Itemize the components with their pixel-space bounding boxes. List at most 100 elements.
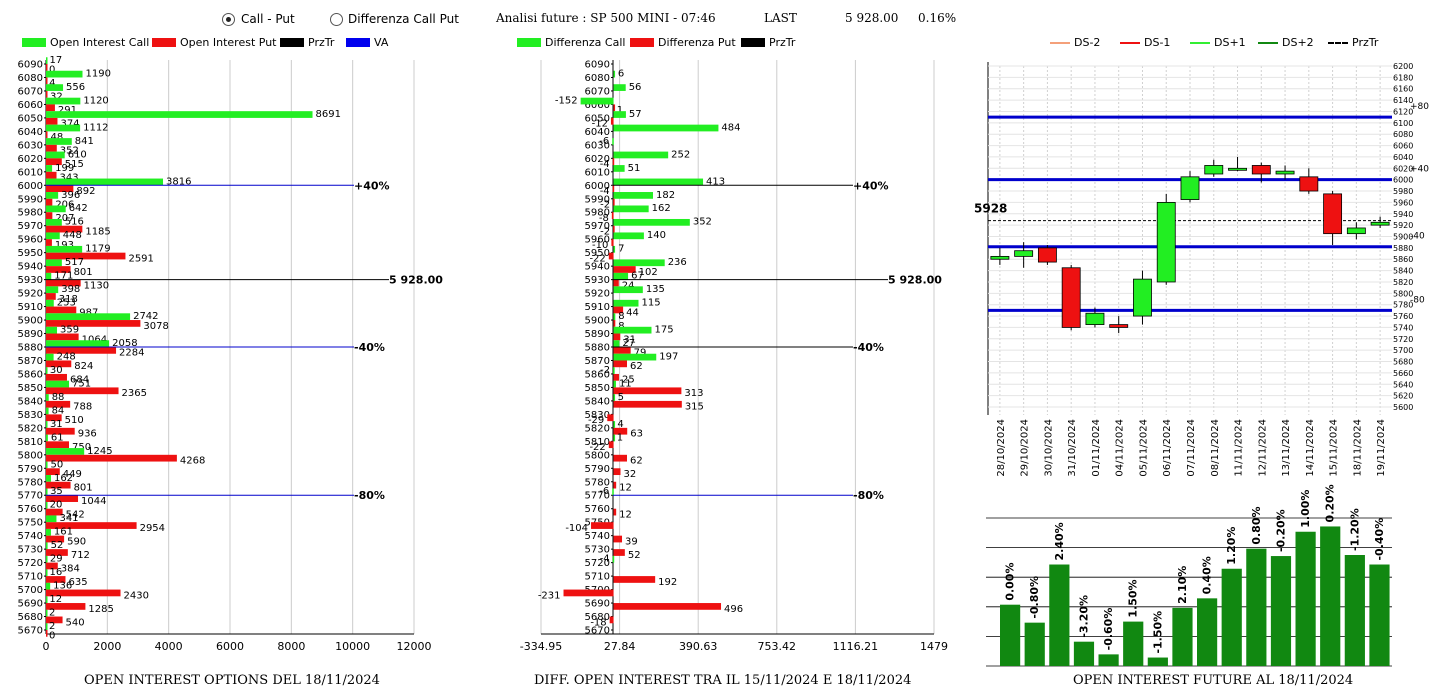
call-bar-label: 88: [52, 392, 65, 403]
radio-diff-label[interactable]: Differenza Call Put: [348, 12, 459, 26]
put-bar: [608, 441, 614, 449]
strike-label: 5970: [18, 221, 43, 232]
put-bar-label: -2: [600, 200, 610, 211]
call-bar-label: 17: [50, 55, 63, 66]
reference-line-label: -80%: [853, 489, 884, 502]
strike-label: 5870: [18, 356, 43, 367]
price-tick-label: 5660: [1393, 369, 1413, 378]
candle-body: [1275, 170, 1295, 175]
reference-line-label: +40%: [354, 179, 390, 192]
call-bar-label: 341: [59, 513, 78, 524]
strike-label: 5890: [585, 329, 610, 340]
strike-label: 5880: [18, 343, 43, 354]
call-bar-label: 236: [668, 257, 687, 268]
put-bar: [46, 347, 117, 354]
oi-future-bar: [1024, 622, 1045, 666]
oi-future-bar: [1098, 654, 1119, 666]
call-bar-label: 2: [49, 621, 55, 632]
oi-future-bar-label: 0.40%: [1201, 556, 1214, 594]
call-bar-label: 448: [63, 230, 82, 241]
put-bar-label: 1: [617, 105, 623, 116]
put-bar: [613, 373, 619, 381]
legend-label: PrzTr: [769, 36, 796, 49]
candle-body: [1204, 165, 1224, 175]
put-bar: [46, 144, 57, 152]
price-tick-label: 5860: [1393, 255, 1413, 264]
legend-label: DS+2: [1282, 36, 1314, 49]
put-bar: [46, 293, 56, 300]
put-bar-label: 1285: [88, 604, 113, 615]
legend-item: DS-2: [1050, 36, 1100, 49]
put-bar-label: -10: [592, 240, 608, 251]
put-bar: [613, 225, 615, 233]
put-bar: [612, 158, 615, 166]
strike-label: 6030: [18, 140, 43, 151]
radio-call-put-label[interactable]: Call - Put: [241, 12, 295, 26]
price-tick-label: 6140: [1393, 96, 1413, 105]
strike-label: 5820: [18, 423, 43, 434]
put-bar: [609, 616, 614, 624]
call-bar: [46, 111, 313, 118]
strike-label: 6040: [585, 127, 610, 138]
radio-diff[interactable]: [330, 13, 343, 26]
call-bar: [613, 245, 616, 253]
put-bar-label: 1064: [82, 334, 107, 345]
oi-future-bar-label: -0.60%: [1102, 608, 1115, 651]
put-bar: [611, 239, 614, 246]
price-tick-label: 6080: [1393, 130, 1413, 139]
radio-call-put[interactable]: [222, 13, 235, 26]
call-bar: [613, 313, 616, 321]
call-bar: [46, 313, 131, 321]
put-bar-label: 3078: [143, 321, 168, 332]
legend-item: PrzTr: [1328, 36, 1378, 49]
strike-label: 6030: [585, 140, 610, 151]
call-bar: [46, 515, 57, 523]
put-bar: [46, 212, 53, 219]
put-bar: [46, 616, 63, 624]
call-bar: [613, 259, 665, 267]
put-bar: [46, 64, 48, 71]
strike-label: 5760: [585, 504, 610, 515]
oi-future-bar: [1246, 548, 1267, 666]
call-bar: [46, 623, 48, 630]
date-tick-label: 31/10/2024: [1067, 419, 1078, 477]
oi-future-bar-label: -3.20%: [1077, 595, 1090, 638]
przTr-label: 5928: [974, 202, 1007, 216]
change-value: 0.16%: [918, 11, 957, 25]
call-bar-label: 642: [69, 203, 88, 214]
call-bar: [613, 232, 644, 240]
put-bar: [46, 400, 71, 408]
call-bar: [46, 232, 60, 240]
call-bar-label: -6: [599, 486, 609, 497]
put-bar: [613, 104, 616, 112]
strike-label: 5840: [585, 396, 610, 407]
put-bar: [613, 306, 624, 314]
strike-label: 5770: [585, 491, 610, 502]
strike-label: 5880: [585, 343, 610, 354]
call-bar-label: 396: [61, 190, 80, 201]
strike-label: 6080: [18, 73, 43, 84]
candle-body: [1109, 324, 1129, 328]
put-bar: [612, 185, 615, 193]
x-tick-label: 1116.21: [833, 640, 879, 653]
call-bar: [46, 70, 83, 78]
put-bar-label: 207: [55, 213, 74, 224]
legend-item: PrzTr: [280, 36, 334, 49]
oi-future-bar: [1344, 555, 1365, 666]
strike-label: 5850: [18, 383, 43, 394]
put-bar: [613, 454, 628, 462]
call-bar-label: 359: [60, 325, 79, 336]
legend-swatch: [741, 38, 765, 47]
put-bar: [46, 481, 71, 489]
put-bar-label: 515: [65, 159, 84, 170]
call-bar: [46, 582, 51, 590]
put-bar-label: 39: [625, 536, 638, 547]
candle-body: [1251, 165, 1271, 175]
strike-label: 6090: [585, 60, 610, 71]
date-tick-label: 06/11/2024: [1162, 419, 1173, 477]
price-tick-label: 6180: [1393, 73, 1413, 82]
put-bar: [46, 171, 57, 179]
call-bar-label: 352: [693, 217, 712, 228]
oi-future-bar: [1147, 657, 1168, 666]
price-tick-label: 5880: [1393, 244, 1413, 253]
